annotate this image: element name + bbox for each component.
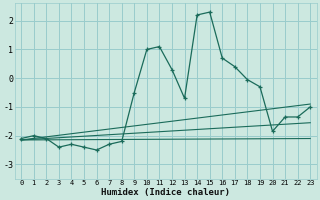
- X-axis label: Humidex (Indice chaleur): Humidex (Indice chaleur): [101, 188, 230, 197]
